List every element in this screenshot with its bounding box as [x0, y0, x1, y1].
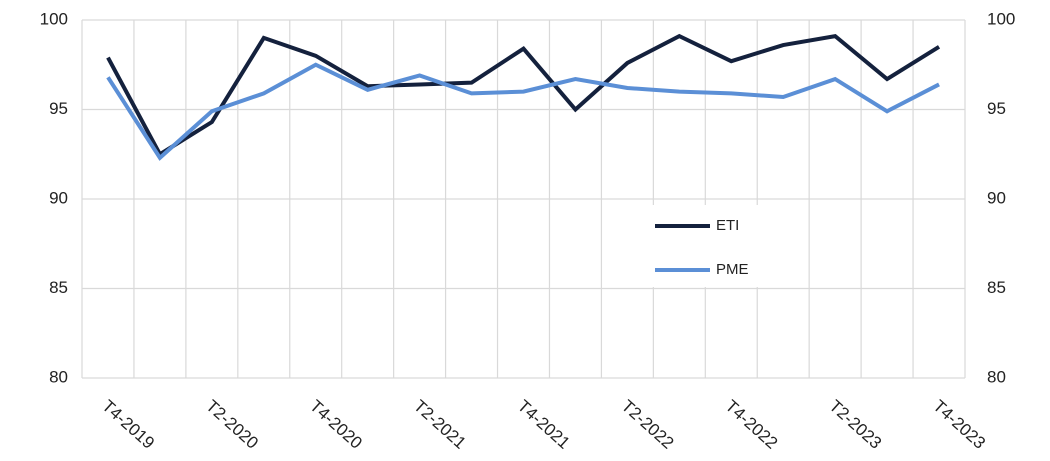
legend-label: ETI: [716, 217, 739, 234]
y2-tick-label: 85: [987, 278, 1006, 297]
y-tick-label: 90: [49, 188, 68, 207]
x-tick-label: T4-2021: [514, 396, 574, 452]
x-tick-label: T4-2022: [722, 396, 782, 452]
data-line: [106, 62, 940, 161]
y-tick-label: 95: [49, 99, 68, 118]
legend-box: [645, 205, 775, 287]
y2-tick-label: 90: [987, 188, 1006, 207]
y-tick-label: 85: [49, 278, 68, 297]
legend-label: PME: [716, 261, 749, 278]
x-tick-label: T2-2022: [618, 396, 678, 452]
y2-tick-label: 80: [987, 367, 1006, 386]
x-tick-label: T4-2020: [306, 396, 366, 452]
x-tick-label: T4-2019: [98, 396, 158, 452]
y-tick-label: 80: [49, 367, 68, 386]
x-tick-label: T4-2023: [929, 396, 989, 452]
x-tick-label: T2-2020: [202, 396, 262, 452]
y-tick-label: 100: [40, 9, 68, 28]
y2-tick-label: 100: [987, 9, 1015, 28]
x-tick-label: T2-2021: [410, 396, 470, 452]
data-line: [106, 33, 941, 158]
x-tick-label: T2-2023: [825, 396, 885, 452]
y2-tick-label: 95: [987, 99, 1006, 118]
